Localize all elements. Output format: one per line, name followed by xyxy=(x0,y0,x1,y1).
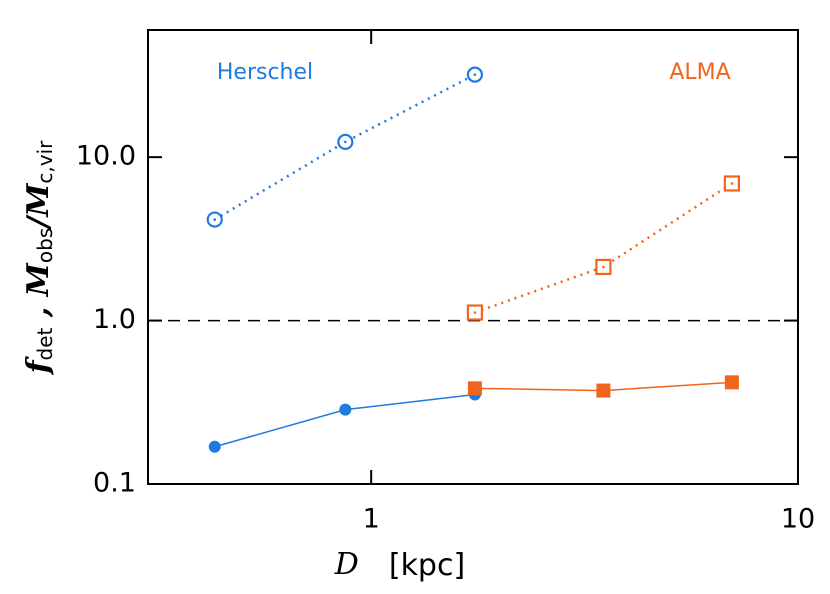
y-axis-label: fdet , Mobs/Mc,vir xyxy=(21,140,57,376)
series-line xyxy=(214,393,475,448)
series-line xyxy=(214,73,476,221)
marker xyxy=(724,375,739,390)
y-tick-label: 1.0 xyxy=(93,304,136,335)
series-line xyxy=(474,182,733,314)
y-label-subscript: det xyxy=(33,328,57,361)
marker-dot xyxy=(344,140,347,144)
y-label-subscript: obs xyxy=(33,228,57,263)
x-variable: D xyxy=(334,547,359,582)
annotation: Herschel xyxy=(217,60,313,85)
marker xyxy=(208,440,221,453)
annotation: ALMA xyxy=(669,60,730,85)
x-tick-label: 10 xyxy=(781,504,815,535)
x-axis-label: D [kpc] xyxy=(334,547,465,583)
marker-dot xyxy=(730,182,734,185)
y-label-part: M xyxy=(21,262,56,297)
y-label-part: / xyxy=(21,214,56,231)
marker xyxy=(596,383,611,398)
marker xyxy=(339,403,352,416)
x-unit: [kpc] xyxy=(389,548,465,583)
marker-dot xyxy=(213,218,217,221)
x-tick-label: 1 xyxy=(363,504,380,535)
marker-dot xyxy=(473,73,477,76)
y-label-part: M xyxy=(21,183,56,218)
marker-dot xyxy=(602,265,605,269)
marker-dot xyxy=(473,311,477,314)
plot-frame xyxy=(147,29,799,485)
y-label-subscript: c,vir xyxy=(33,140,57,184)
marker xyxy=(467,381,482,396)
y-tick-label: 10.0 xyxy=(76,141,136,172)
y-tick-label: 0.1 xyxy=(93,468,136,499)
y-label-part: , xyxy=(21,296,56,327)
